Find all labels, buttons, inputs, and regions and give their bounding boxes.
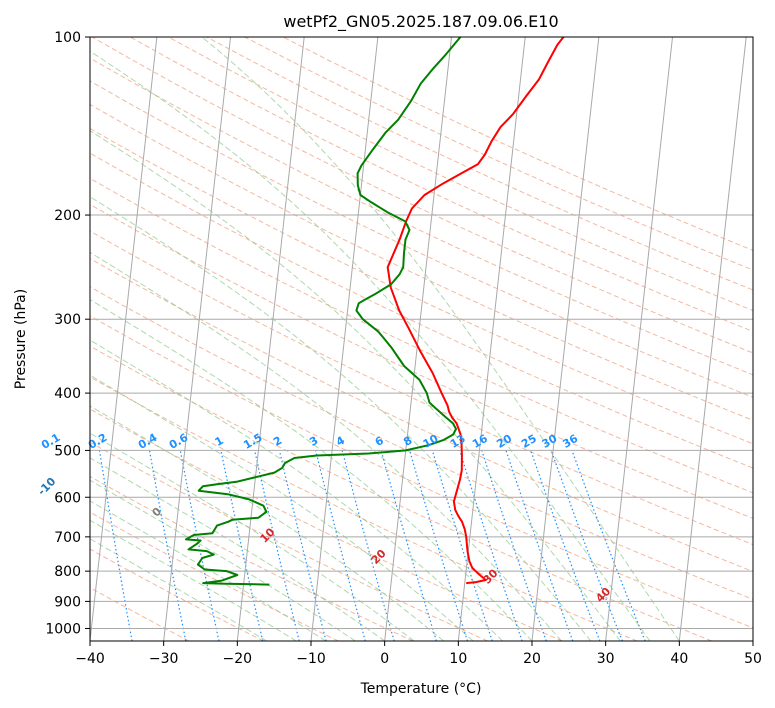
isotherm-line: [457, 37, 526, 641]
moist-adiabat-line: [90, 405, 444, 641]
x-tick-label: −10: [296, 651, 326, 667]
dewpoint-profile-line: [185, 37, 462, 586]
y-tick-label: 100: [54, 30, 81, 46]
dry-adiabat-line: [90, 286, 753, 600]
moist-adiabat-line: [90, 339, 503, 641]
moist-adiabat-line: [90, 457, 385, 641]
dry-adiabat-line: [90, 57, 753, 376]
dry-adiabat-line: [90, 548, 264, 641]
x-tick-label: −30: [149, 651, 179, 667]
moist-adiabat-line: [90, 479, 356, 641]
x-tick-label: 0: [380, 651, 389, 667]
mixing-ratio-line: [431, 450, 493, 641]
moist-adiabat-line: [90, 519, 297, 641]
dry-adiabat-line: [90, 315, 753, 629]
isotherm-line: [90, 37, 158, 641]
mixing-ratio-line: [220, 450, 264, 641]
y-tick-label: 800: [54, 564, 81, 580]
mixing-ratio-line: [254, 450, 300, 641]
mixing-ratio-line: [459, 450, 523, 641]
x-tick-label: 10: [449, 651, 467, 667]
chart-title: wetPf2_GN05.2025.187.09.06.E10: [283, 12, 558, 32]
isotherm-line: [310, 37, 379, 641]
moist-adiabat-line: [90, 50, 651, 641]
y-tick-label: 200: [54, 208, 81, 224]
mixing-ratio-line: [380, 450, 437, 641]
dry-adiabat-line: [90, 203, 753, 519]
dry-adiabat-line: [90, 345, 712, 641]
moist-adiabat-line: [90, 130, 621, 641]
mixing-ratio-line: [505, 450, 574, 641]
dry-adiabat-line: [91, 37, 753, 354]
y-tick-label: 600: [54, 490, 81, 506]
dry-adiabat-line: [206, 37, 753, 291]
x-tick-label: 50: [744, 651, 762, 667]
dry-adiabat-line: [129, 37, 753, 333]
dry-adiabat-line: [168, 37, 753, 312]
y-tick-label: 700: [54, 530, 81, 546]
temperature-profile-line: [386, 37, 565, 585]
dry-adiabat-line: [90, 587, 190, 641]
dry-adiabat-line: [90, 441, 488, 641]
moist-adiabat-line: [90, 538, 268, 641]
isotherm-line: [163, 37, 232, 641]
y-tick-label: 400: [54, 386, 81, 402]
axes: −40 −30 −20 −10 0 10 20 30 40 50 1000 900 800 700 600 5…: [45, 30, 762, 667]
background-lines: [90, 37, 753, 641]
y-tick-label: 900: [54, 594, 81, 610]
mixing-ratio-line: [530, 450, 601, 641]
moist-adiabat-line: [90, 500, 326, 641]
plot-frame: [89, 36, 754, 642]
dry-adiabat-line: [90, 177, 753, 494]
isotherm-line: [236, 37, 305, 641]
x-tick-label: 40: [670, 651, 688, 667]
y-tick-label: 500: [54, 443, 81, 459]
isotherm-line: [605, 37, 674, 641]
dry-adiabat-line: [90, 408, 563, 641]
isotherm-line: [531, 37, 600, 641]
dry-adiabat-line: [90, 376, 638, 641]
isotherm-line: [384, 37, 453, 641]
y-tick-label: 1000: [45, 621, 81, 637]
dry-adiabat-line: [90, 80, 753, 398]
x-tick-label: −20: [223, 651, 253, 667]
mixing-ratio-line: [315, 450, 366, 641]
isotherm-line: [678, 37, 747, 641]
moist-adiabat-line: [201, 37, 680, 641]
mixing-ratio-line: [550, 450, 623, 641]
mixing-ratio-line: [409, 450, 469, 641]
dry-adiabat-line: [90, 230, 753, 546]
moist-adiabat-line: [90, 299, 533, 641]
x-tick-label: 30: [597, 651, 615, 667]
moist-adiabat-line: [90, 374, 474, 641]
moist-adiabat-line: [90, 251, 562, 641]
mixing-ratio-line: [278, 450, 327, 641]
x-tick-label: 20: [523, 651, 541, 667]
y-tick-label: 300: [54, 312, 81, 328]
y-axis-label: Pressure (hPa): [13, 289, 29, 389]
mixing-ratio-line: [481, 450, 547, 641]
moist-adiabat-line: [90, 196, 592, 641]
profile-lines: [185, 37, 565, 586]
x-tick-label: −40: [75, 651, 105, 667]
dry-adiabat-line: [90, 103, 753, 421]
x-axis-label: Temperature (°C): [360, 681, 482, 697]
